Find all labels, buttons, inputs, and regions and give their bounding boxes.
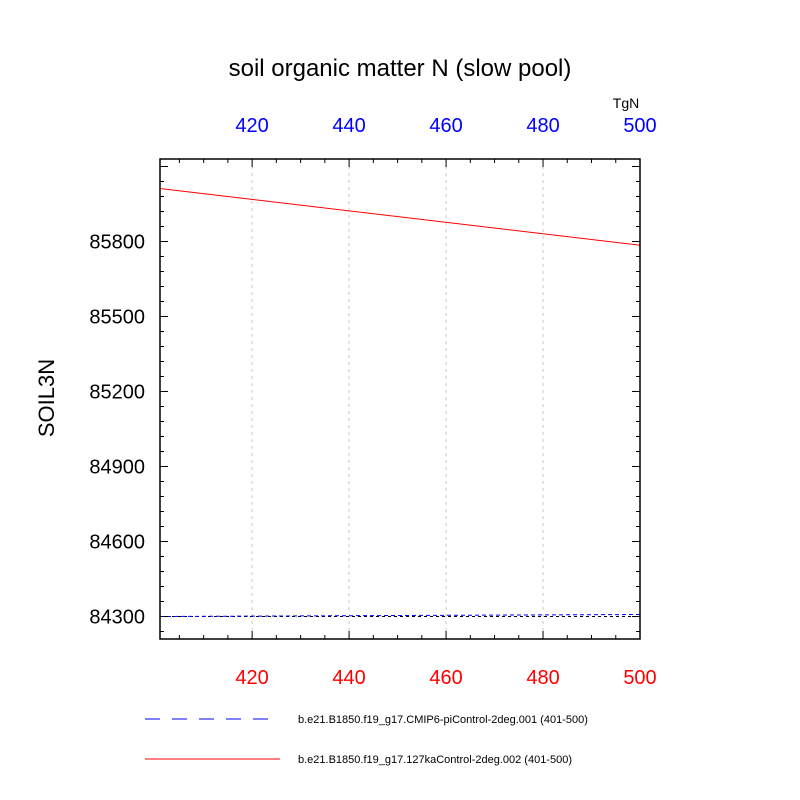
x-tick-label-top: 460 <box>429 115 462 137</box>
x-tick-label-bottom: 440 <box>332 667 365 689</box>
x-tick-label-top: 420 <box>235 115 268 137</box>
x-tick-label-bottom: 460 <box>429 667 462 689</box>
legend-label-2: b.e21.B1850.f19_g17.127kaControl-2deg.00… <box>298 754 572 766</box>
y-tick-label: 85200 <box>89 382 145 404</box>
units-label: TgN <box>613 95 639 111</box>
series-line-1 <box>159 614 641 617</box>
x-tick-label-top: 440 <box>332 115 365 137</box>
x-tick-label-bottom: 480 <box>526 667 559 689</box>
x-tick-label-bottom: 500 <box>623 667 656 689</box>
legend: b.e21.B1850.f19_g17.CMIP6-piControl-2deg… <box>145 714 588 766</box>
x-tick-label-top: 500 <box>623 115 656 137</box>
x-tick-label-bottom: 420 <box>235 667 268 689</box>
x-tick-label-top: 480 <box>526 115 559 137</box>
plot-frame <box>159 158 641 640</box>
chart-title: soil organic matter N (slow pool) <box>229 55 572 82</box>
plot-area: 420 420 440 440 460 460 480 480 500 500 84300 84600… <box>89 115 656 689</box>
legend-label-1: b.e21.B1850.f19_g17.CMIP6-piControl-2deg… <box>298 714 588 726</box>
y-tick-label: 84900 <box>89 457 145 479</box>
y-tick-label: 84300 <box>89 607 145 629</box>
series-line-2 <box>159 188 641 246</box>
y-tick-label: 85500 <box>89 307 145 329</box>
y-tick-label: 84600 <box>89 532 145 554</box>
y-axis-label: SOIL3N <box>34 359 59 437</box>
y-tick-label: 85800 <box>89 232 145 254</box>
